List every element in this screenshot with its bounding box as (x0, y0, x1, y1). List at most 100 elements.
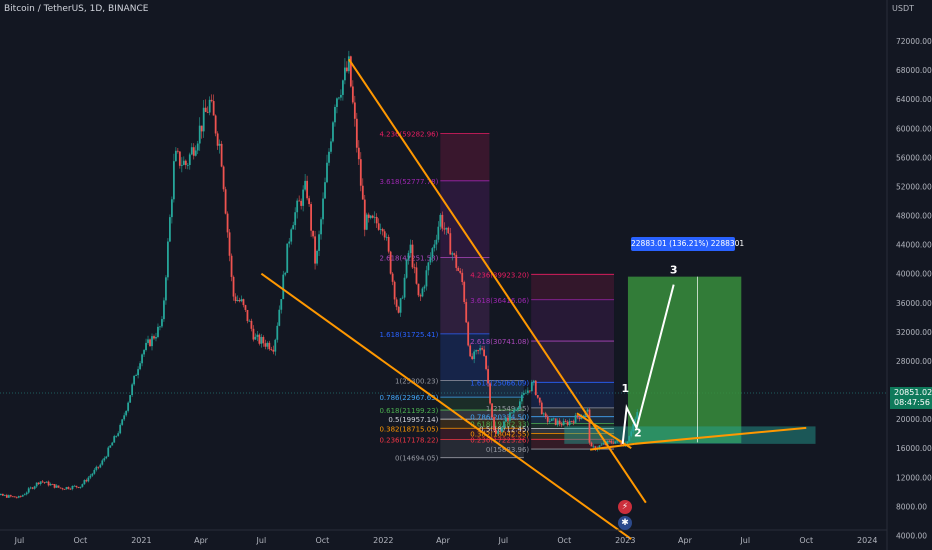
candle-body (232, 276, 235, 297)
candle-body (163, 300, 165, 320)
candle-body (554, 418, 557, 425)
candle-body (385, 236, 388, 238)
candle-body (505, 417, 507, 422)
candle-body (133, 375, 136, 385)
candle-body (31, 487, 34, 489)
candle-body (413, 267, 416, 269)
candle-body (606, 440, 609, 445)
candle-body (405, 259, 408, 278)
candle-body (403, 277, 406, 298)
candle-body (43, 482, 46, 483)
candle-body (47, 481, 50, 486)
fib-label: 0.236(17178.22) (379, 437, 438, 445)
candlestick-series (0, 50, 639, 499)
candle-body (316, 250, 318, 264)
candle-body (190, 147, 193, 155)
candle-body (278, 309, 281, 326)
candle-body (445, 227, 448, 230)
candle-body (51, 484, 54, 485)
candle-body (534, 380, 537, 396)
candle-body (252, 328, 255, 340)
candle-body (592, 446, 595, 448)
fib-label: 0.618(21199.23) (379, 407, 438, 415)
candle-body (170, 199, 173, 218)
lightning-icon[interactable]: ⚡ (618, 500, 632, 514)
candle-body (157, 326, 159, 338)
trendlines (260, 58, 807, 540)
candle-body (600, 444, 603, 446)
fib-ext2-band (531, 341, 615, 383)
candle-body (451, 253, 454, 255)
candle-body (194, 150, 197, 156)
candle-body (481, 348, 484, 350)
candle-body (117, 433, 120, 436)
candle-body (135, 375, 137, 376)
candle-body (532, 380, 535, 383)
candle-body (23, 494, 26, 496)
symbol-title[interactable]: Bitcoin / TetherUS, 1D, BINANCE (4, 4, 149, 14)
candle-body (497, 430, 499, 434)
candle-body (11, 496, 14, 498)
time-tick-label: Apr (436, 536, 451, 545)
candle-body (123, 415, 126, 420)
candle-body (17, 496, 20, 498)
candle-body (59, 487, 62, 489)
candle-body (421, 288, 424, 297)
candle-body (453, 253, 456, 255)
candle-body (198, 125, 201, 144)
candle-body (45, 481, 48, 483)
candle-body (475, 350, 478, 352)
candle-body (491, 403, 493, 418)
last-price-tag: 20851.02 08:47:56 (890, 387, 932, 409)
candle-body (262, 336, 265, 344)
candle-body (375, 216, 378, 224)
candle-body (145, 342, 147, 351)
candle-body (560, 424, 563, 426)
candle-body (507, 417, 509, 421)
candle-body (300, 200, 303, 206)
candle-body (367, 214, 370, 218)
time-axis[interactable]: Jul Oct 2021 Apr Jul Oct 2022 Apr Jul Oct 2023 Apr J… (14, 536, 878, 545)
candle-body (101, 460, 104, 465)
price-tick-label: 36000.00 (896, 299, 932, 308)
candle-body (465, 302, 468, 323)
candle-body (13, 496, 16, 498)
candle-body (310, 204, 312, 231)
candle-body (115, 435, 118, 437)
candle-body (528, 390, 531, 392)
fib-ext2-band (531, 407, 615, 417)
price-tick-label: 52000.00 (896, 182, 932, 191)
candle-body (71, 485, 74, 490)
fib-ext2-label: 0.5(18712.45) (479, 425, 529, 433)
candle-body (437, 226, 440, 240)
candle-body (473, 351, 476, 360)
candle-body (113, 436, 116, 443)
candle-body (204, 107, 207, 112)
candle-body (172, 161, 175, 200)
candle-body (312, 230, 314, 237)
candle-body (270, 349, 273, 350)
candle-body (280, 299, 283, 310)
candle-body (161, 319, 163, 327)
candle-body (25, 492, 28, 495)
candle-body (236, 299, 239, 302)
candle-body (53, 484, 56, 488)
candle-body (427, 262, 430, 271)
candle-body (121, 419, 124, 425)
candle-body (336, 98, 338, 107)
fibonacci-drawings: 4.236(59282.96)3.618(52777.78)2.618(4225… (379, 131, 615, 463)
fib-ext-label: 1.618(31725.41) (379, 331, 438, 339)
price-tick-label: 16000.00 (896, 444, 932, 453)
candle-body (582, 415, 585, 417)
candle-body (518, 401, 521, 408)
fib-ext-band (440, 180, 490, 258)
us-flag-icon[interactable]: ✱ (618, 516, 632, 530)
axis-currency[interactable]: USDT (892, 4, 914, 13)
candle-body (292, 225, 295, 230)
candle-body (81, 484, 84, 487)
candle-body (397, 306, 400, 313)
candle-body (365, 214, 368, 230)
candle-body (550, 418, 553, 422)
candle-body (1, 493, 4, 496)
